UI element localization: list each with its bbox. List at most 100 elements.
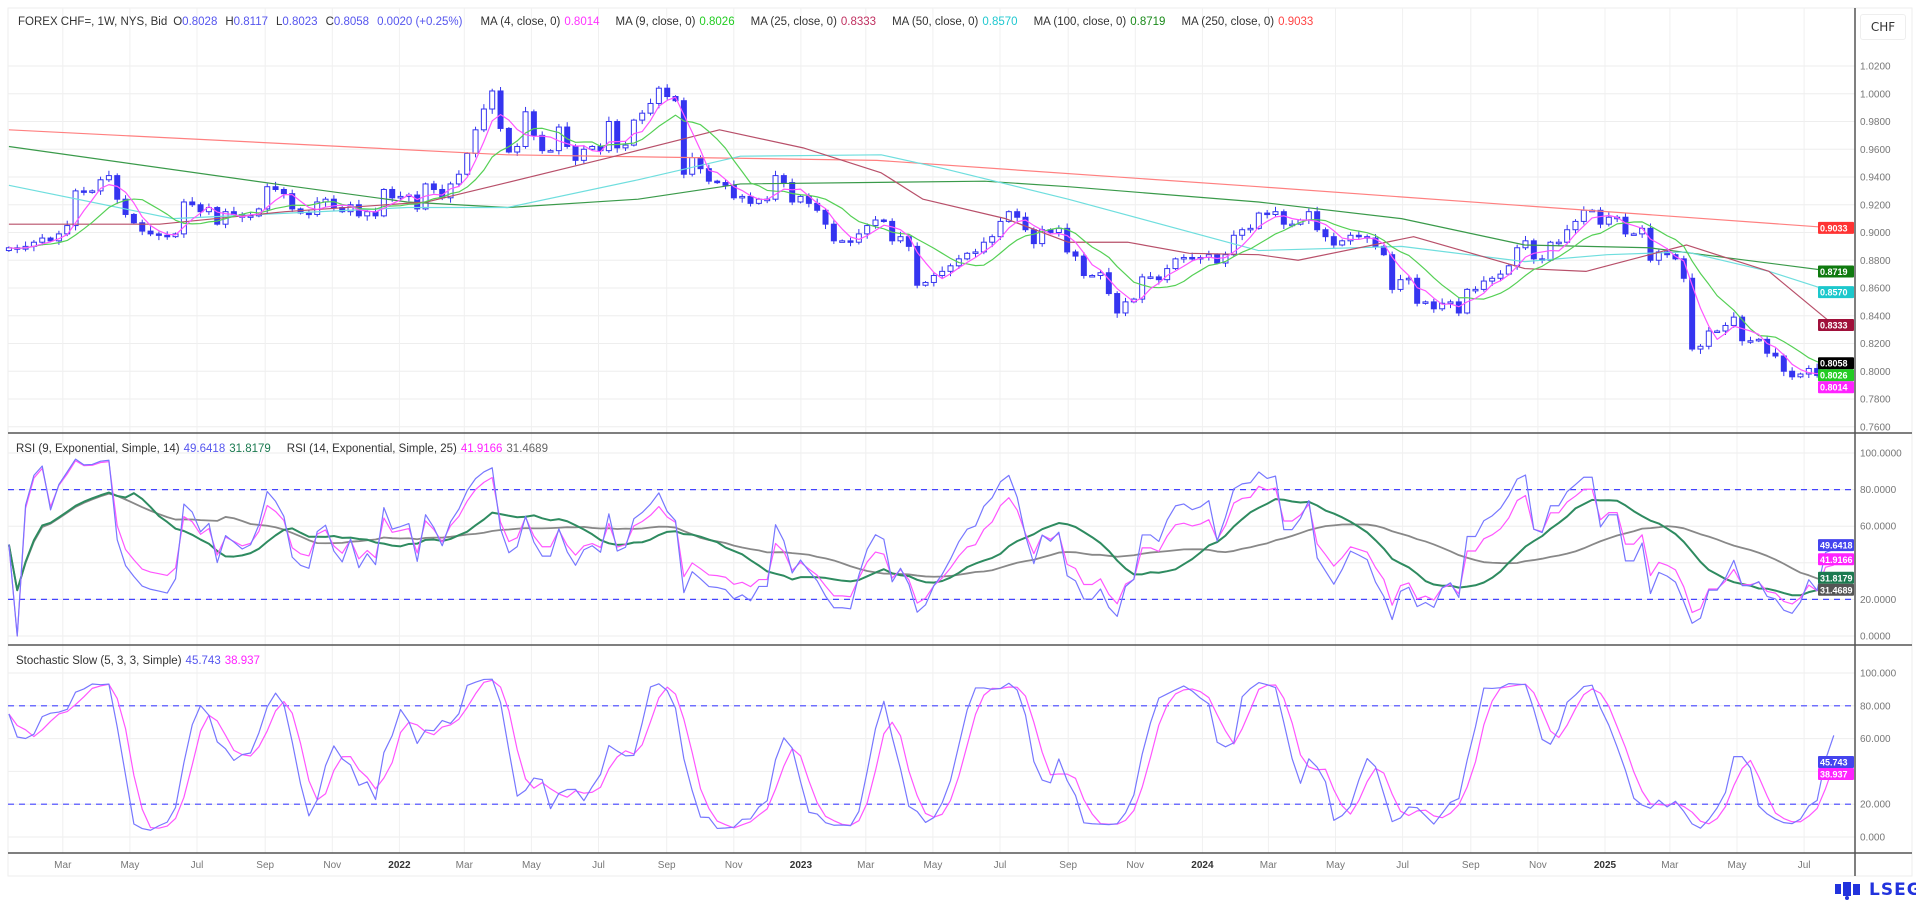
rsi1-signal-line <box>7 491 1835 597</box>
candle-body <box>1114 293 1121 314</box>
candle-body <box>1647 227 1654 261</box>
price-tick-label: 0.9600 <box>1860 145 1891 156</box>
stochastic-tag-value: 45.743 <box>1820 757 1848 767</box>
candle-body <box>1330 236 1337 246</box>
open-value: 0.8028 <box>182 16 218 28</box>
x-tick-label: Mar <box>456 860 474 871</box>
x-tick-label: Jul <box>994 860 1007 871</box>
candle-body <box>47 237 54 242</box>
ma9-line <box>8 114 1834 368</box>
rsi2-line <box>8 460 1834 637</box>
candle-body <box>572 145 579 161</box>
candle-body <box>1730 316 1737 326</box>
x-tick-label: May <box>923 860 942 871</box>
candle-body <box>747 195 754 204</box>
rsi-tag <box>1818 553 1854 566</box>
candle-body <box>155 233 162 236</box>
candle-body <box>1105 272 1112 295</box>
ma-legend-label: MA (25, close, 0) <box>750 16 837 28</box>
price-tag <box>1818 381 1854 394</box>
candle-body <box>147 230 154 235</box>
candle-body <box>914 245 921 286</box>
candle-body <box>539 134 546 152</box>
ma-legend-value: 0.8014 <box>564 16 600 28</box>
candle-body <box>872 219 879 227</box>
price-tick-label: 0.8400 <box>1860 311 1891 322</box>
candle-body <box>489 90 496 110</box>
rsi-legend: RSI (9, Exponential, Simple, 14) 49.6418… <box>16 443 552 455</box>
ma-legends: MA (4, close, 0) 0.8014 MA (9, close, 0) 0.… <box>480 16 1329 28</box>
candle-body <box>1772 352 1779 357</box>
candle-body <box>797 195 804 203</box>
ma-legend-value: 0.8719 <box>1130 16 1166 28</box>
candle-body <box>705 168 712 182</box>
candle-body <box>772 175 779 200</box>
logo-text: LSEG <box>1869 880 1916 900</box>
candle-body <box>822 209 829 225</box>
stochastic-d-value: 38.937 <box>224 655 260 667</box>
candle-body <box>1689 277 1696 350</box>
price-tag <box>1818 369 1854 382</box>
rsi-tick-label: 60.0000 <box>1860 522 1897 533</box>
candle-body <box>1564 229 1571 243</box>
price-tick-label: 0.8000 <box>1860 367 1891 378</box>
candle-body <box>1247 227 1254 231</box>
stochastic-tick-label: 60.000 <box>1860 734 1891 745</box>
ma-legend-value: 0.8026 <box>699 16 735 28</box>
candle-body <box>1172 258 1179 270</box>
candle-body <box>1072 251 1079 257</box>
rsi-tag <box>1818 539 1854 552</box>
rsi2-label: RSI (14, Exponential, Simple, 25) <box>286 443 457 455</box>
x-tick-label: 2024 <box>1191 860 1214 871</box>
currency-button[interactable]: CHF <box>1860 14 1906 40</box>
price-tick-label: 0.9000 <box>1860 228 1891 239</box>
stochastic-legend: Stochastic Slow (5, 3, 3, Simple) 45.743… <box>16 655 264 667</box>
candle-body <box>880 219 887 223</box>
x-tick-label: 2025 <box>1594 860 1617 871</box>
rsi1-line <box>8 458 1835 637</box>
x-tick-label: May <box>1326 860 1345 871</box>
ma-legend-label: MA (9, close, 0) <box>615 16 696 28</box>
candle-body <box>1005 211 1012 222</box>
candle-body <box>1222 254 1229 264</box>
candle-body <box>1764 338 1771 354</box>
candle-body <box>1305 211 1312 221</box>
candle-body <box>205 207 212 213</box>
candle-body <box>830 223 837 242</box>
candle-body <box>497 90 504 129</box>
candle-body <box>839 240 846 243</box>
candle-body <box>1580 209 1587 222</box>
candle-body <box>1514 247 1521 267</box>
high-label: H <box>225 16 234 28</box>
candle-body <box>997 220 1004 238</box>
rsi-tag-value: 31.4689 <box>1820 585 1853 595</box>
rsi2-signal-line <box>8 492 1834 592</box>
candle-body <box>247 215 254 218</box>
x-tick-label: 2023 <box>790 860 813 871</box>
x-tick-label: Mar <box>857 860 875 871</box>
candle-body <box>1189 256 1196 260</box>
x-tick-label: Sep <box>1462 860 1480 871</box>
candle-body <box>1555 241 1562 245</box>
candle-body <box>1255 212 1262 229</box>
candle-body <box>589 145 596 150</box>
candle-body <box>347 204 354 213</box>
candle-body <box>330 198 337 209</box>
candle-body <box>272 186 279 190</box>
price-tag-value: 0.8570 <box>1820 288 1848 298</box>
candle-body <box>280 188 287 195</box>
candle-body <box>605 121 612 152</box>
rsi-tag-value: 31.8179 <box>1820 573 1853 583</box>
price-tag <box>1818 357 1854 370</box>
candle-body <box>689 157 696 175</box>
candle-body <box>1055 227 1062 233</box>
candle-body <box>89 190 96 193</box>
price-tick-label: 0.7600 <box>1860 422 1891 433</box>
candle-body <box>1422 301 1429 304</box>
candle-body <box>455 173 462 185</box>
close-value: 0.8058 <box>333 16 370 28</box>
candle-body <box>1447 301 1454 304</box>
candle-body <box>1455 301 1462 314</box>
candle-body <box>1372 237 1379 247</box>
